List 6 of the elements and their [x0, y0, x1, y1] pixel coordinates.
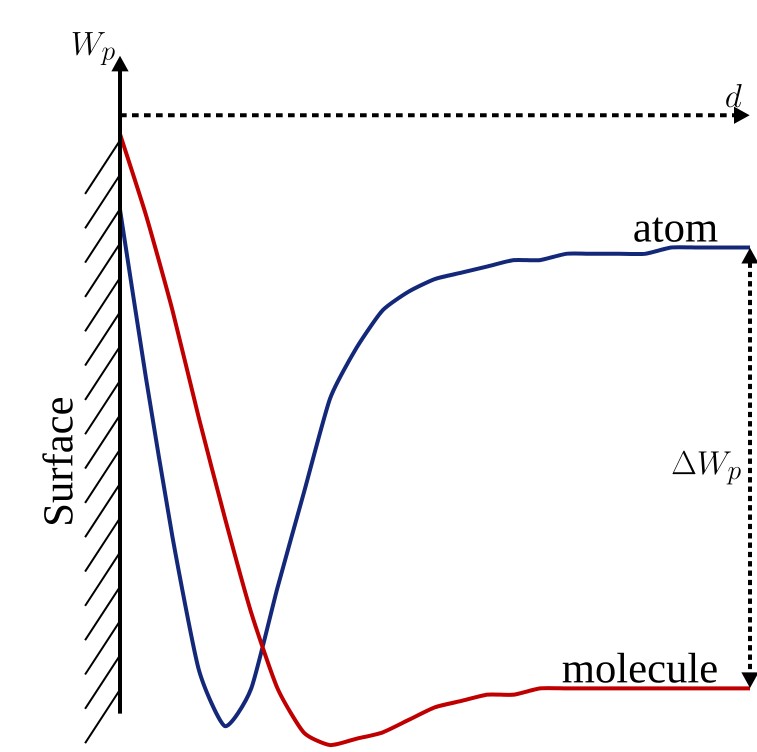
series-label: atom [634, 217, 718, 242]
y-axis-title: $W_p$ [72, 32, 115, 66]
text: Surface [42, 398, 73, 524]
x-axis-title: $d$ [726, 84, 742, 108]
annotation: $\Delta W_p$ [672, 450, 741, 484]
series-label: molecule [562, 652, 717, 683]
